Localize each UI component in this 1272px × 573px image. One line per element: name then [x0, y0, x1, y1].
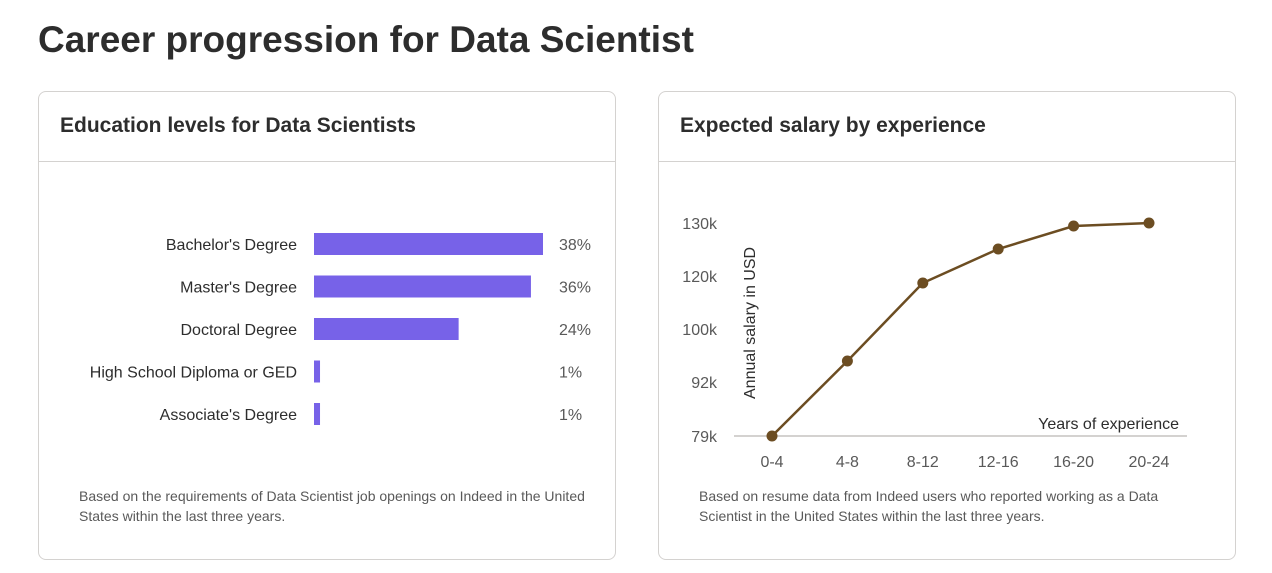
bar-value-label: 24% — [559, 322, 591, 339]
education-card-header: Education levels for Data Scientists — [39, 92, 615, 162]
bar-label: Master's Degree — [180, 280, 297, 297]
data-point — [1068, 220, 1080, 232]
x-tick-label: 20-24 — [1129, 454, 1170, 471]
page-title: Career progression for Data Scientist — [38, 19, 694, 60]
data-point — [766, 430, 778, 442]
bar-value-label: 1% — [559, 365, 582, 382]
data-point — [917, 277, 929, 289]
y-tick-label: 92k — [691, 375, 718, 392]
y-tick-label: 100k — [682, 322, 718, 339]
y-tick-label: 79k — [691, 429, 718, 446]
education-footnote: Based on the requirements of Data Scient… — [79, 488, 585, 524]
education-card: Education levels for Data Scientists Bac… — [38, 91, 616, 560]
y-tick-label: 120k — [682, 269, 718, 286]
bar-label: High School Diploma or GED — [90, 365, 297, 382]
data-point — [1143, 217, 1155, 229]
bar — [314, 318, 459, 340]
x-tick-label: 0-4 — [760, 454, 783, 471]
bar-value-label: 1% — [559, 407, 582, 424]
bar — [314, 403, 321, 425]
bar-label: Bachelor's Degree — [166, 237, 297, 254]
x-tick-label: 12-16 — [978, 454, 1019, 471]
bar-label: Associate's Degree — [160, 407, 297, 424]
bar — [314, 360, 321, 383]
data-point — [841, 355, 853, 367]
education-card-title: Education levels for Data Scientists — [60, 114, 416, 137]
y-axis-title: Annual salary in USD — [742, 247, 759, 399]
salary-line-chart: 79k 92k 100k 120k 130k 0-4 4-8 8-12 12-16 16-20 20… — [682, 216, 1187, 471]
bar-value-label: 36% — [559, 280, 591, 297]
salary-footnote: Based on resume data from Indeed users w… — [699, 488, 1159, 524]
x-tick-label: 4-8 — [836, 454, 859, 471]
bar-value-label: 38% — [559, 237, 591, 254]
data-point — [992, 243, 1004, 255]
x-tick-label: 16-20 — [1053, 454, 1094, 471]
y-tick-label: 130k — [682, 216, 718, 233]
education-bar-chart: Bachelor's Degree 38% Master's Degree 36% Do… — [90, 233, 591, 425]
salary-series-line — [771, 221, 1150, 437]
bar-label: Doctoral Degree — [181, 322, 298, 339]
salary-card-title: Expected salary by experience — [680, 114, 986, 137]
bar — [314, 233, 543, 255]
salary-card-header: Expected salary by experience — [659, 92, 1235, 162]
salary-card: Expected salary by experience 79k 92k 100k… — [658, 91, 1236, 560]
x-tick-label: 8-12 — [907, 454, 939, 471]
bar — [314, 275, 531, 298]
x-axis-title: Years of experience — [1038, 416, 1179, 433]
